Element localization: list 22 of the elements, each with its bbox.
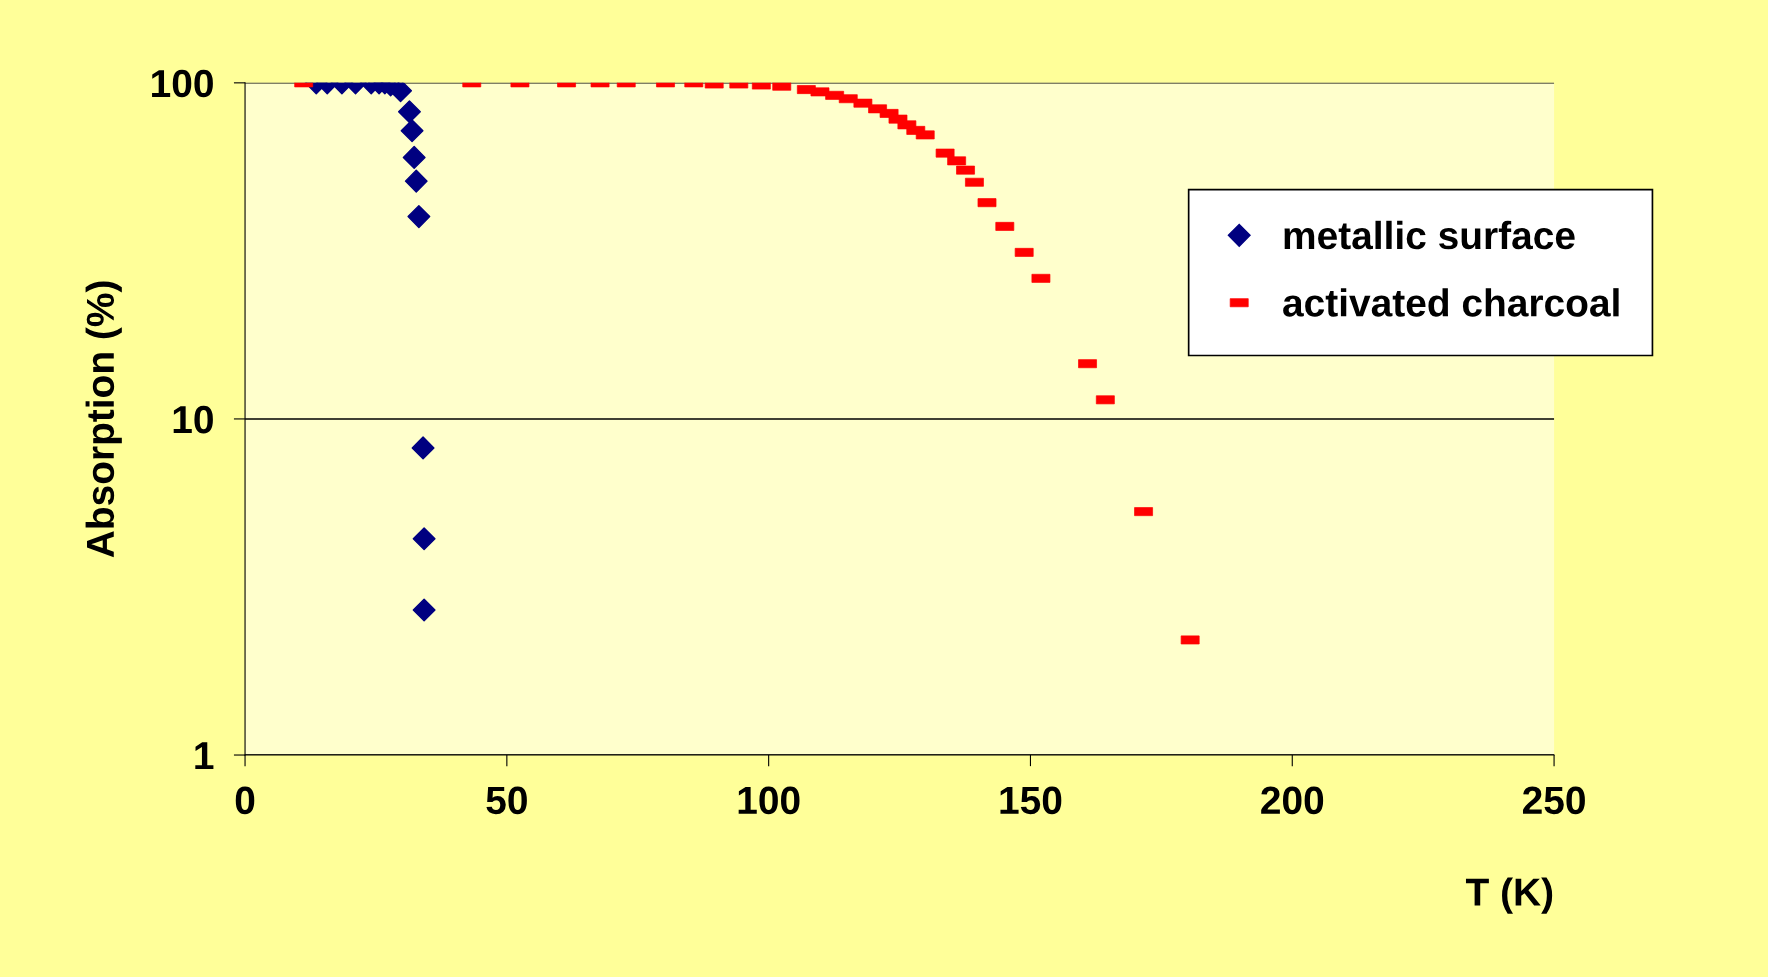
x-axis-title: T (K): [1465, 877, 1553, 914]
x-tick-label: 100: [738, 786, 800, 815]
legend-label: metallic surface: [1284, 220, 1575, 250]
legend-label: activated charcoal: [1283, 288, 1619, 317]
x-tick-label: 250: [1522, 786, 1585, 815]
x-tick-label: 150: [1000, 786, 1062, 815]
point: [412, 527, 436, 551]
point: [397, 100, 421, 124]
point: [404, 169, 428, 193]
point: [407, 205, 431, 229]
y-tick-label: 1: [195, 742, 214, 770]
point: [402, 145, 426, 169]
point: [412, 598, 436, 622]
x-tick-label: 50: [486, 786, 527, 815]
y-axis-title: Absorption (%): [85, 281, 122, 558]
y-tick-label: 100: [152, 69, 213, 98]
point: [400, 119, 424, 143]
point: [389, 82, 413, 103]
y-tick-label: 10: [173, 405, 213, 434]
x-tick-label: 200: [1261, 786, 1324, 815]
point: [411, 436, 435, 460]
x-tick-label: 0: [235, 786, 255, 815]
